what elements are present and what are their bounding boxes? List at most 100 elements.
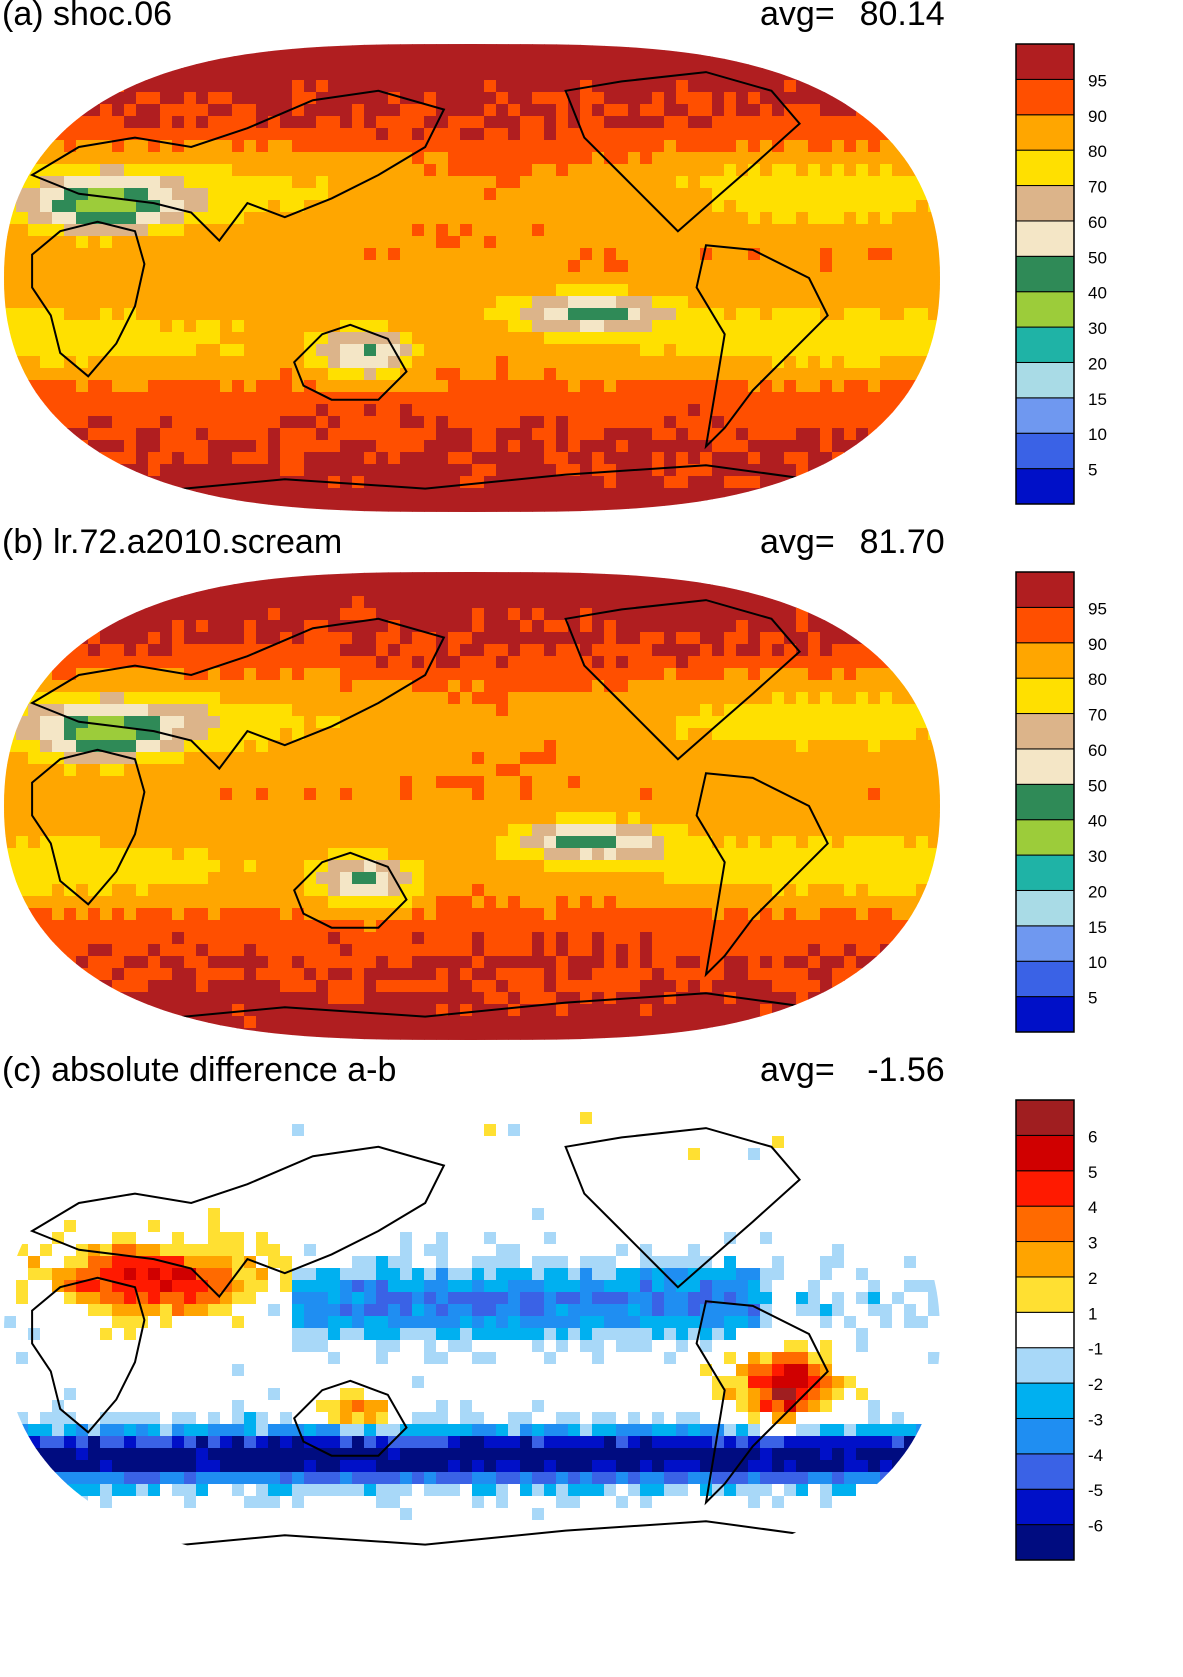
map-cell [424, 212, 437, 225]
map-cell [196, 428, 209, 441]
map-cell [388, 584, 401, 597]
map-cell [112, 776, 125, 789]
map-cell [844, 152, 857, 165]
map-cell [340, 644, 353, 657]
map-cell [712, 488, 725, 501]
map-cell [316, 740, 329, 753]
map-cell [208, 260, 221, 273]
map-cell [208, 368, 221, 381]
map-cell [424, 344, 437, 357]
map-cell [700, 644, 713, 657]
map-cell [544, 344, 557, 357]
map-cell [856, 308, 869, 321]
map-cell [460, 404, 473, 417]
map-cell [628, 152, 641, 165]
map-cell [748, 320, 761, 333]
map-cell [316, 380, 329, 393]
map-cell [88, 824, 101, 837]
map-cell [280, 620, 293, 633]
map-cell [196, 44, 209, 57]
map-cell [448, 116, 461, 129]
map-cell [184, 596, 197, 609]
map-cell [340, 188, 353, 201]
map-cell [148, 320, 161, 333]
map-cell [856, 212, 869, 225]
map-cell [892, 212, 905, 225]
map-cell [616, 596, 629, 609]
map-cell [688, 488, 701, 501]
map-cell [400, 596, 413, 609]
map-cell [172, 140, 185, 153]
map-cell [364, 404, 377, 417]
map-cell [592, 200, 605, 213]
map-cell [40, 668, 53, 681]
map-cell [520, 128, 533, 141]
map-cell [556, 596, 569, 609]
map-cell [700, 140, 713, 153]
map-cell [220, 584, 233, 597]
map-cell [268, 236, 281, 249]
map-cell [628, 740, 641, 753]
map-cell [436, 584, 449, 597]
map-cell [4, 128, 17, 141]
map-cell [772, 608, 785, 621]
map-cell [508, 584, 521, 597]
map-cell [184, 380, 197, 393]
map-cell [604, 104, 617, 117]
map-cell [316, 752, 329, 765]
map-cell [64, 392, 77, 405]
map-cell [616, 668, 629, 681]
map-cell [64, 656, 77, 669]
map-cell [184, 800, 197, 813]
map-cell [880, 836, 893, 849]
map-cell [748, 704, 761, 717]
colorbar-swatch [1015, 114, 1075, 151]
map-cell [664, 224, 677, 237]
map-cell [316, 116, 329, 129]
map-cell [916, 260, 929, 273]
map-cell [628, 752, 641, 765]
map-cell [760, 188, 773, 201]
map-cell [604, 296, 617, 309]
map-cell [700, 608, 713, 621]
map-cell [568, 272, 581, 285]
map-cell [208, 284, 221, 297]
map-cell [748, 416, 761, 429]
map-cell [16, 644, 29, 657]
map-cell [376, 68, 389, 81]
map-cell [820, 776, 833, 789]
map-cell [268, 356, 281, 369]
map-cell [868, 116, 881, 129]
map-cell [208, 272, 221, 285]
map-cell [484, 824, 497, 837]
coastline [293, 323, 408, 401]
map-cell [352, 776, 365, 789]
map-cell [52, 500, 65, 512]
map-cell [508, 68, 521, 81]
map-cell [448, 272, 461, 285]
map-cell [532, 488, 545, 501]
map-cell [628, 164, 641, 177]
map-cell [568, 848, 581, 861]
map-cell [772, 344, 785, 357]
map-cell [304, 404, 317, 417]
map-cell [868, 596, 881, 609]
map-cell [328, 404, 341, 417]
map-cell [196, 632, 209, 645]
map-cell [304, 680, 317, 693]
map-cell [892, 380, 905, 393]
map-cell [820, 440, 833, 453]
map-cell [532, 380, 545, 393]
map-cell [532, 344, 545, 357]
map-cell [904, 68, 917, 81]
map-cell [220, 320, 233, 333]
map-cell [52, 740, 65, 753]
map-cell [100, 104, 113, 117]
map-cell [844, 344, 857, 357]
map-cell [532, 848, 545, 861]
map-cell [820, 224, 833, 237]
map-cell [16, 728, 29, 741]
map-cell [112, 104, 125, 117]
map-cell [796, 380, 809, 393]
map-cell [556, 824, 569, 837]
